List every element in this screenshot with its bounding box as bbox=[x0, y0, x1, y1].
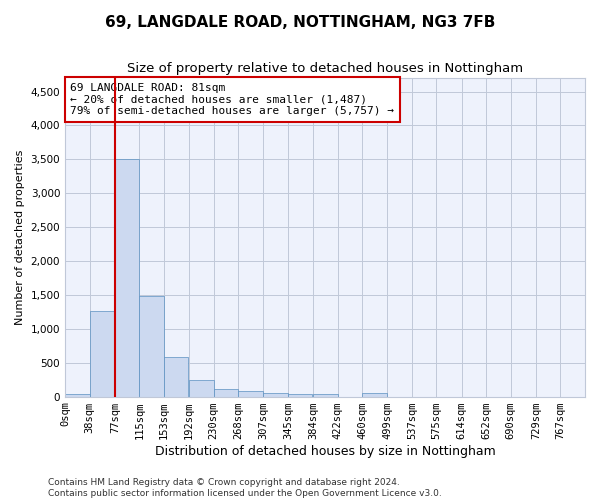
Bar bbox=[238, 391, 263, 396]
Bar bbox=[362, 393, 387, 396]
Y-axis label: Number of detached properties: Number of detached properties bbox=[15, 150, 25, 325]
Bar bbox=[214, 389, 238, 396]
Bar bbox=[139, 296, 164, 396]
Bar bbox=[263, 393, 288, 396]
Bar bbox=[164, 358, 188, 397]
Text: 69, LANGDALE ROAD, NOTTINGHAM, NG3 7FB: 69, LANGDALE ROAD, NOTTINGHAM, NG3 7FB bbox=[105, 15, 495, 30]
Bar bbox=[189, 380, 214, 396]
Bar bbox=[115, 160, 139, 396]
Bar bbox=[313, 394, 338, 396]
Text: Contains HM Land Registry data © Crown copyright and database right 2024.
Contai: Contains HM Land Registry data © Crown c… bbox=[48, 478, 442, 498]
Bar bbox=[89, 310, 114, 396]
Bar bbox=[65, 394, 89, 396]
Bar bbox=[288, 394, 313, 396]
Text: 69 LANGDALE ROAD: 81sqm
← 20% of detached houses are smaller (1,487)
79% of semi: 69 LANGDALE ROAD: 81sqm ← 20% of detache… bbox=[70, 83, 394, 116]
Title: Size of property relative to detached houses in Nottingham: Size of property relative to detached ho… bbox=[127, 62, 523, 76]
X-axis label: Distribution of detached houses by size in Nottingham: Distribution of detached houses by size … bbox=[155, 444, 496, 458]
